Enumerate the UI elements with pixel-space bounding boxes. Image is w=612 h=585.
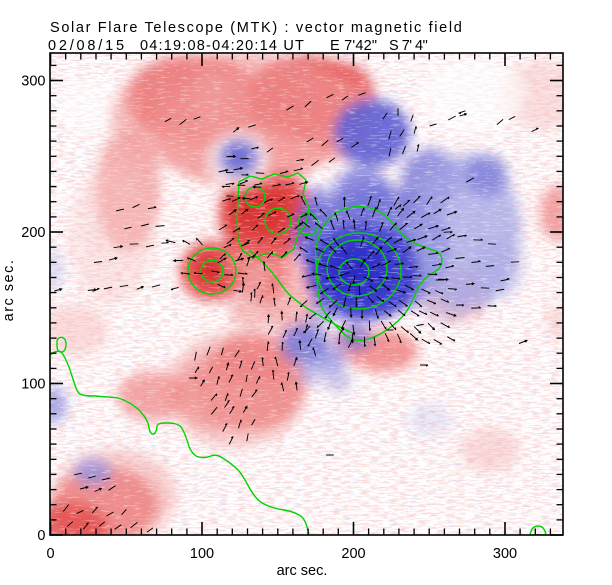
svg-text:04:19:08-04:20:14 UT: 04:19:08-04:20:14 UT (140, 38, 305, 54)
svg-text:100: 100 (21, 377, 45, 393)
svg-text:arc sec.: arc sec. (1, 259, 17, 322)
svg-text:200: 200 (21, 225, 45, 241)
svg-text:E 7'42": E 7'42" (330, 38, 377, 54)
svg-text:0: 0 (46, 546, 54, 562)
svg-text:100: 100 (190, 546, 214, 562)
svg-text:S 7' 4": S 7' 4" (389, 38, 428, 54)
svg-text:0: 0 (37, 528, 45, 544)
svg-text:300: 300 (493, 546, 517, 562)
svg-text:300: 300 (21, 74, 45, 90)
svg-text:200: 200 (341, 546, 365, 562)
svg-text:arc sec.: arc sec. (277, 563, 328, 579)
svg-text:02/08/15: 02/08/15 (48, 38, 127, 54)
svg-text:Solar Flare Telescope (MTK) :: Solar Flare Telescope (MTK) : vector mag… (50, 20, 463, 36)
